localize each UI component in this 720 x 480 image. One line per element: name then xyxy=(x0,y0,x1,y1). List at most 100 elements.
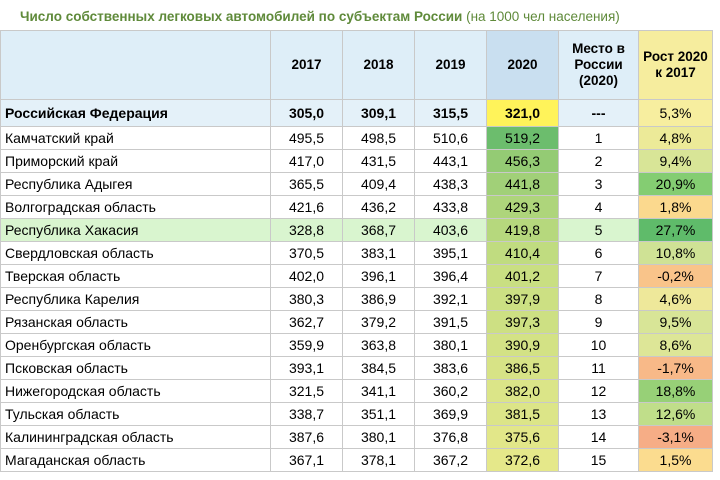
value-2020: 375,6 xyxy=(486,425,559,449)
total-2019: 315,5 xyxy=(414,99,487,127)
rank-cell: 10 xyxy=(558,333,639,357)
value-2018: 383,1 xyxy=(342,241,415,265)
table-row: Волгоградская область 421,6 436,2 433,8 429,… xyxy=(0,195,713,219)
change-cell: 1,8% xyxy=(638,195,713,219)
value-2020: 519,2 xyxy=(486,126,559,150)
total-2020: 321,0 xyxy=(486,99,559,127)
total-row: Российская Федерация 305,0 309,1 315,5 3… xyxy=(0,99,713,127)
value-2018: 378,1 xyxy=(342,448,415,472)
value-2018: 386,9 xyxy=(342,287,415,311)
value-2020: 419,8 xyxy=(486,218,559,242)
region-name: Оренбургская область xyxy=(0,333,271,357)
value-2018: 396,1 xyxy=(342,264,415,288)
value-2020: 441,8 xyxy=(486,172,559,196)
region-name: Тульская область xyxy=(0,402,271,426)
region-name: Псковская область xyxy=(0,356,271,380)
total-name: Российская Федерация xyxy=(0,99,271,127)
table-row: Республика Хакасия 328,8 368,7 403,6 419,8 5 2… xyxy=(0,218,713,242)
value-2017: 321,5 xyxy=(270,379,343,403)
value-2020: 410,4 xyxy=(486,241,559,265)
header-2019: 2019 xyxy=(414,30,487,100)
rank-cell: 6 xyxy=(558,241,639,265)
change-cell: 20,9% xyxy=(638,172,713,196)
rank-cell: 11 xyxy=(558,356,639,380)
table-row: Тульская область 338,7 351,1 369,9 381,5 13 12… xyxy=(0,402,713,426)
region-name: Тверская область xyxy=(0,264,271,288)
change-cell: 10,8% xyxy=(638,241,713,265)
value-2017: 365,5 xyxy=(270,172,343,196)
change-cell: 4,8% xyxy=(638,126,713,150)
value-2019: 433,8 xyxy=(414,195,487,219)
value-2017: 338,7 xyxy=(270,402,343,426)
value-2020: 386,5 xyxy=(486,356,559,380)
change-cell: 9,4% xyxy=(638,149,713,173)
value-2019: 376,8 xyxy=(414,425,487,449)
region-name: Магаданская область xyxy=(0,448,271,472)
total-2018: 309,1 xyxy=(342,99,415,127)
change-cell: -1,7% xyxy=(638,356,713,380)
rank-cell: 12 xyxy=(558,379,639,403)
region-name: Республика Карелия xyxy=(0,287,271,311)
region-name: Республика Адыгея xyxy=(0,172,271,196)
table-row: Республика Адыгея 365,5 409,4 438,3 441,8 3 20… xyxy=(0,172,713,196)
region-name: Камчатский край xyxy=(0,126,271,150)
total-2017: 305,0 xyxy=(270,99,343,127)
value-2019: 369,9 xyxy=(414,402,487,426)
value-2020: 372,6 xyxy=(486,448,559,472)
change-cell: -0,2% xyxy=(638,264,713,288)
value-2020: 456,3 xyxy=(486,149,559,173)
value-2018: 351,1 xyxy=(342,402,415,426)
title-subtitle: (на 1000 чел населения) xyxy=(466,9,620,24)
table-row: Свердловская область 370,5 383,1 395,1 410,4… xyxy=(0,241,713,265)
region-name: Рязанская область xyxy=(0,310,271,334)
value-2019: 443,1 xyxy=(414,149,487,173)
table-row: Оренбургская область 359,9 363,8 380,1 390,9… xyxy=(0,333,713,357)
table-row: Камчатский край 495,5 498,5 510,6 519,2 1 4,8% xyxy=(0,126,713,150)
region-name: Свердловская область xyxy=(0,241,271,265)
value-2018: 380,1 xyxy=(342,425,415,449)
table-row: Рязанская область 362,7 379,2 391,5 397,3 9 9,… xyxy=(0,310,713,334)
region-name: Республика Хакасия xyxy=(0,218,271,242)
value-2018: 409,4 xyxy=(342,172,415,196)
rank-cell: 5 xyxy=(558,218,639,242)
change-cell: 1,5% xyxy=(638,448,713,472)
table-row: Псковская область 393,1 384,5 383,6 386,5 11-… xyxy=(0,356,713,380)
rank-cell: 14 xyxy=(558,425,639,449)
page-title: Число собственных легковых автомобилей п… xyxy=(20,6,620,28)
value-2018: 379,2 xyxy=(342,310,415,334)
value-2020: 401,2 xyxy=(486,264,559,288)
value-2017: 495,5 xyxy=(270,126,343,150)
table-row: Тверская область 402,0 396,1 396,4 401,2 7 -0,… xyxy=(0,264,713,288)
rank-cell: 15 xyxy=(558,448,639,472)
title-main: Число собственных легковых автомобилей п… xyxy=(20,9,463,24)
value-2019: 396,4 xyxy=(414,264,487,288)
value-2019: 395,1 xyxy=(414,241,487,265)
table-row: Нижегородская область 321,5 341,1 360,2 382,… xyxy=(0,379,713,403)
header-region xyxy=(0,30,271,100)
table-row: Магаданская область 367,1 378,1 367,2 372,6 1… xyxy=(0,448,713,472)
value-2019: 403,6 xyxy=(414,218,487,242)
value-2019: 510,6 xyxy=(414,126,487,150)
rank-cell: 13 xyxy=(558,402,639,426)
value-2019: 367,2 xyxy=(414,448,487,472)
value-2020: 381,5 xyxy=(486,402,559,426)
value-2019: 383,6 xyxy=(414,356,487,380)
header-rank: Место в России (2020) xyxy=(558,30,639,100)
value-2017: 380,3 xyxy=(270,287,343,311)
value-2017: 362,7 xyxy=(270,310,343,334)
table-row: Приморский край 417,0 431,5 443,1 456,3 2 9,4% xyxy=(0,149,713,173)
rank-cell: 2 xyxy=(558,149,639,173)
rank-cell: 7 xyxy=(558,264,639,288)
change-cell: 4,6% xyxy=(638,287,713,311)
value-2019: 360,2 xyxy=(414,379,487,403)
header-change: Рост 2020 к 2017 xyxy=(638,30,713,100)
value-2017: 387,6 xyxy=(270,425,343,449)
value-2019: 392,1 xyxy=(414,287,487,311)
value-2018: 384,5 xyxy=(342,356,415,380)
rank-cell: 4 xyxy=(558,195,639,219)
change-cell: 9,5% xyxy=(638,310,713,334)
value-2017: 367,1 xyxy=(270,448,343,472)
value-2018: 363,8 xyxy=(342,333,415,357)
rank-cell: 9 xyxy=(558,310,639,334)
value-2020: 397,9 xyxy=(486,287,559,311)
